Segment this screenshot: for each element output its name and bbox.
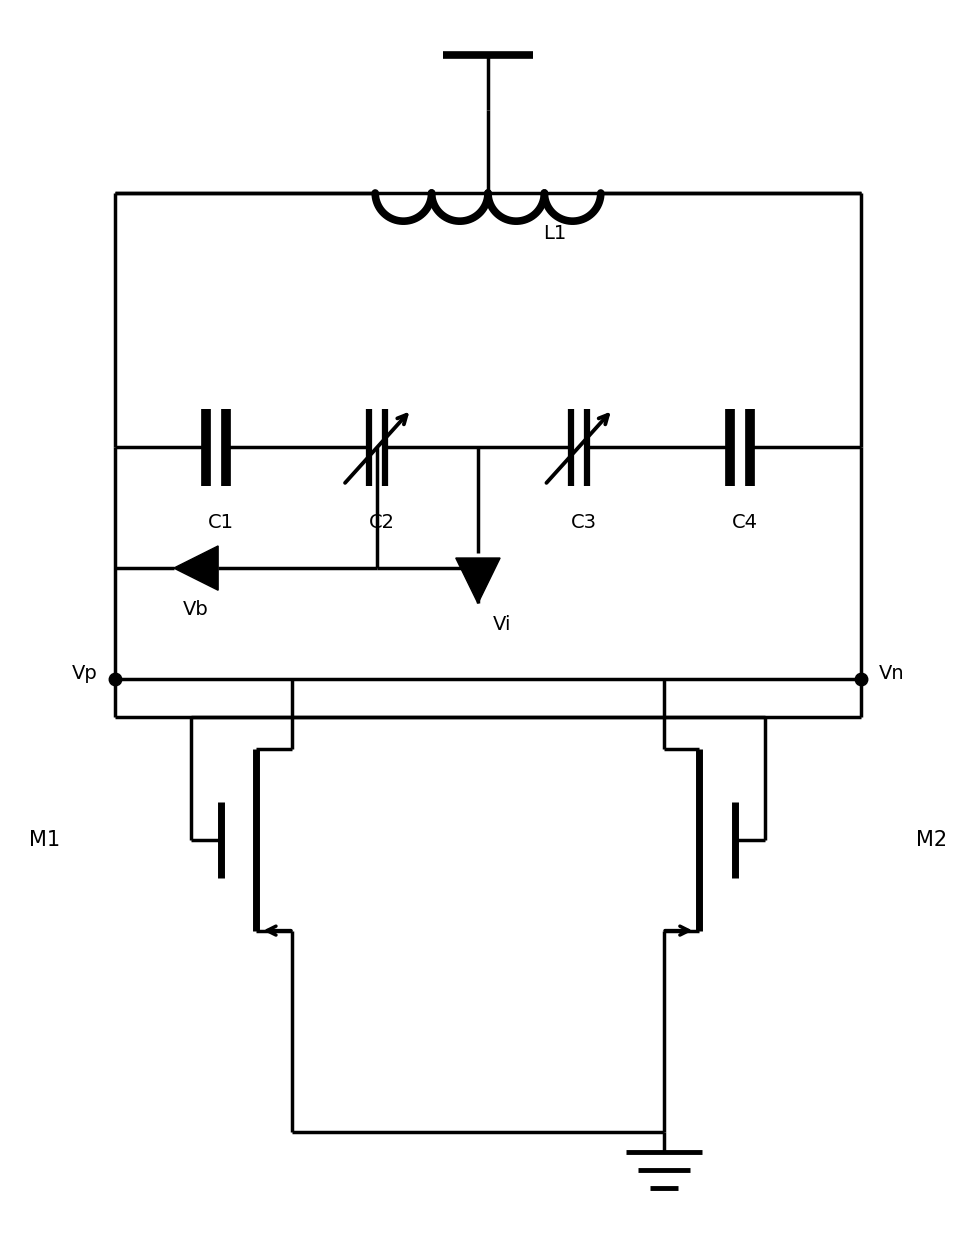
Text: Vp: Vp — [71, 664, 98, 684]
Text: Vi: Vi — [493, 616, 511, 635]
Text: C3: C3 — [571, 513, 596, 532]
Text: Vb: Vb — [183, 601, 209, 620]
Polygon shape — [174, 546, 218, 591]
Text: L1: L1 — [544, 224, 567, 243]
Text: Vn: Vn — [878, 664, 905, 684]
Polygon shape — [456, 558, 500, 603]
Text: C2: C2 — [369, 513, 395, 532]
Text: M2: M2 — [915, 830, 947, 850]
Text: C1: C1 — [208, 513, 234, 532]
Text: M1: M1 — [29, 830, 61, 850]
Text: C4: C4 — [732, 513, 757, 532]
